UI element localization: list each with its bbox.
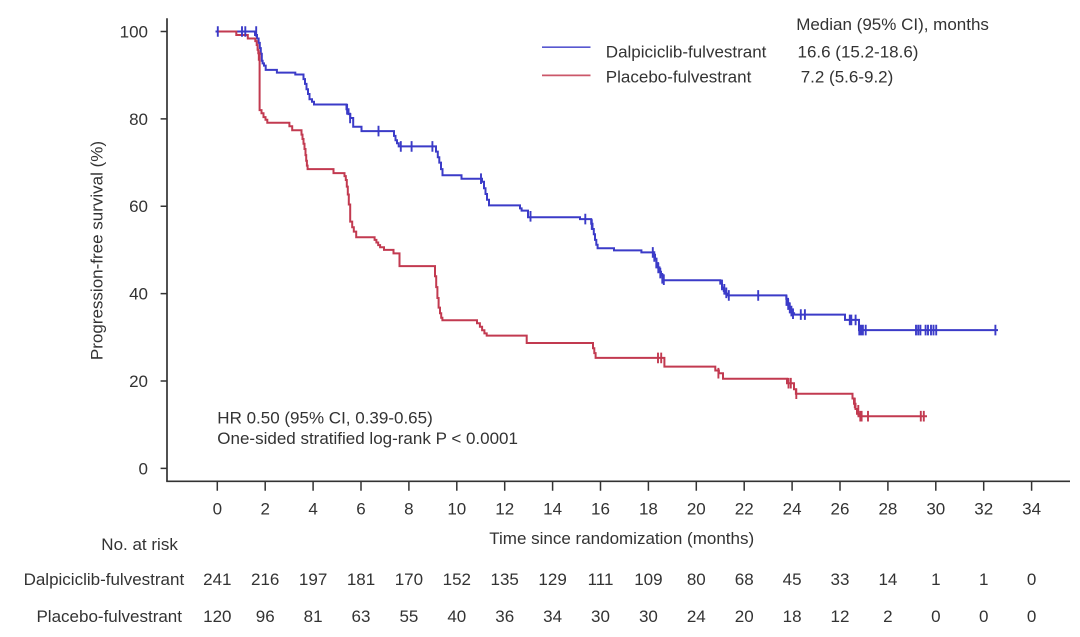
svg-text:Dalpiciclib-fulvestrant: Dalpiciclib-fulvestrant bbox=[606, 42, 767, 61]
svg-text:34: 34 bbox=[1022, 500, 1041, 519]
svg-text:30: 30 bbox=[926, 500, 945, 519]
svg-text:0: 0 bbox=[1027, 570, 1036, 589]
svg-text:152: 152 bbox=[443, 570, 471, 589]
svg-text:24: 24 bbox=[783, 500, 802, 519]
svg-text:12: 12 bbox=[831, 607, 850, 626]
svg-text:197: 197 bbox=[299, 570, 327, 589]
svg-text:8: 8 bbox=[404, 500, 413, 519]
svg-text:33: 33 bbox=[831, 570, 850, 589]
svg-text:216: 216 bbox=[251, 570, 279, 589]
svg-text:81: 81 bbox=[304, 607, 323, 626]
svg-text:0: 0 bbox=[139, 459, 148, 478]
svg-text:6: 6 bbox=[356, 500, 365, 519]
svg-text:135: 135 bbox=[491, 570, 519, 589]
svg-text:0: 0 bbox=[1027, 607, 1036, 626]
svg-text:18: 18 bbox=[639, 500, 658, 519]
svg-text:Placebo-fulvestrant: Placebo-fulvestrant bbox=[36, 607, 182, 626]
svg-text:2: 2 bbox=[883, 607, 892, 626]
svg-text:16: 16 bbox=[591, 500, 610, 519]
svg-text:7.2 (5.6-9.2): 7.2 (5.6-9.2) bbox=[801, 68, 894, 87]
svg-text:80: 80 bbox=[129, 110, 148, 129]
svg-text:109: 109 bbox=[634, 570, 662, 589]
svg-text:111: 111 bbox=[588, 570, 614, 589]
svg-text:20: 20 bbox=[735, 607, 754, 626]
svg-text:28: 28 bbox=[878, 500, 897, 519]
svg-text:1: 1 bbox=[931, 570, 940, 589]
svg-text:129: 129 bbox=[538, 570, 566, 589]
svg-text:80: 80 bbox=[687, 570, 706, 589]
svg-text:0: 0 bbox=[213, 500, 222, 519]
svg-text:14: 14 bbox=[543, 500, 562, 519]
svg-text:0: 0 bbox=[979, 607, 988, 626]
svg-text:4: 4 bbox=[308, 500, 317, 519]
svg-text:No. at risk: No. at risk bbox=[101, 535, 178, 554]
svg-text:0: 0 bbox=[931, 607, 940, 626]
svg-text:45: 45 bbox=[783, 570, 802, 589]
svg-text:22: 22 bbox=[735, 500, 754, 519]
svg-text:16.6 (15.2-18.6): 16.6 (15.2-18.6) bbox=[798, 42, 919, 61]
svg-text:96: 96 bbox=[256, 607, 275, 626]
svg-text:170: 170 bbox=[395, 570, 423, 589]
svg-text:55: 55 bbox=[399, 607, 418, 626]
svg-text:30: 30 bbox=[591, 607, 610, 626]
svg-text:Time since randomization (mont: Time since randomization (months) bbox=[489, 529, 754, 548]
svg-text:20: 20 bbox=[129, 372, 148, 391]
svg-text:12: 12 bbox=[495, 500, 514, 519]
svg-text:40: 40 bbox=[129, 285, 148, 304]
svg-text:32: 32 bbox=[974, 500, 993, 519]
svg-text:10: 10 bbox=[447, 500, 466, 519]
svg-text:14: 14 bbox=[878, 570, 897, 589]
svg-text:18: 18 bbox=[783, 607, 802, 626]
svg-text:Median (95% CI), months: Median (95% CI), months bbox=[796, 15, 989, 34]
svg-text:34: 34 bbox=[543, 607, 562, 626]
svg-text:36: 36 bbox=[495, 607, 514, 626]
svg-text:100: 100 bbox=[120, 22, 148, 41]
svg-text:24: 24 bbox=[687, 607, 706, 626]
svg-text:1: 1 bbox=[979, 570, 988, 589]
svg-text:241: 241 bbox=[203, 570, 231, 589]
svg-text:26: 26 bbox=[831, 500, 850, 519]
svg-text:Progression-free survival (%): Progression-free survival (%) bbox=[88, 141, 107, 360]
svg-text:181: 181 bbox=[347, 570, 375, 589]
svg-text:63: 63 bbox=[352, 607, 371, 626]
svg-text:68: 68 bbox=[735, 570, 754, 589]
svg-text:One-sided stratified log-rank: One-sided stratified log-rank P < 0.0001 bbox=[217, 429, 518, 448]
svg-text:HR 0.50 (95% CI, 0.39-0.65): HR 0.50 (95% CI, 0.39-0.65) bbox=[217, 409, 432, 428]
svg-text:30: 30 bbox=[639, 607, 658, 626]
svg-text:20: 20 bbox=[687, 500, 706, 519]
svg-text:40: 40 bbox=[447, 607, 466, 626]
svg-text:Placebo-fulvestrant: Placebo-fulvestrant bbox=[606, 68, 752, 87]
svg-text:Dalpiciclib-fulvestrant: Dalpiciclib-fulvestrant bbox=[24, 570, 185, 589]
svg-text:2: 2 bbox=[260, 500, 269, 519]
svg-text:60: 60 bbox=[129, 197, 148, 216]
svg-text:120: 120 bbox=[203, 607, 231, 626]
